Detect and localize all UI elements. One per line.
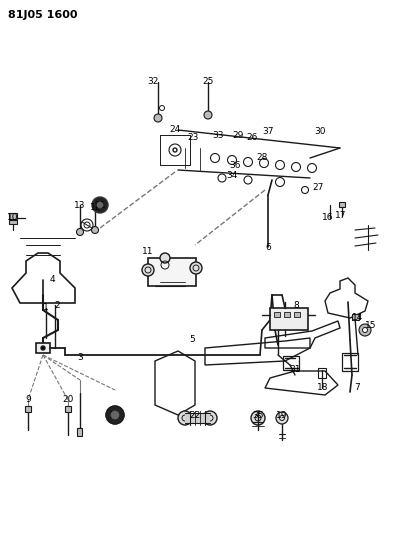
Text: 30: 30	[314, 127, 326, 136]
Text: 21: 21	[109, 410, 121, 419]
Circle shape	[173, 148, 177, 152]
Circle shape	[204, 111, 212, 119]
Bar	[9, 213, 17, 219]
Circle shape	[190, 262, 202, 274]
Bar	[352, 314, 359, 320]
Text: 28: 28	[256, 154, 268, 163]
Circle shape	[276, 412, 288, 424]
Text: 18: 18	[317, 384, 329, 392]
Circle shape	[203, 411, 217, 425]
Bar	[342, 353, 358, 371]
Text: 27: 27	[312, 183, 324, 192]
Text: 10: 10	[7, 214, 19, 222]
Circle shape	[251, 411, 265, 425]
Text: 34: 34	[226, 171, 238, 180]
Bar	[36, 343, 50, 353]
Text: 81J05 1600: 81J05 1600	[8, 10, 78, 20]
Circle shape	[178, 411, 192, 425]
Text: 14: 14	[352, 313, 364, 322]
Bar	[25, 406, 31, 412]
Bar	[185, 413, 210, 423]
Circle shape	[362, 327, 367, 333]
Text: 37: 37	[262, 127, 274, 136]
Text: 20: 20	[62, 395, 74, 405]
Bar	[339, 202, 345, 207]
Text: 13: 13	[74, 200, 86, 209]
Text: 3: 3	[77, 353, 83, 362]
Text: 11: 11	[142, 247, 154, 256]
Text: 25: 25	[202, 77, 214, 86]
Text: 1: 1	[43, 303, 49, 312]
Text: 7: 7	[354, 384, 360, 392]
Text: 21: 21	[94, 200, 106, 209]
Circle shape	[359, 324, 371, 336]
Circle shape	[76, 229, 84, 236]
Text: 17: 17	[335, 212, 347, 221]
Circle shape	[154, 114, 162, 122]
Text: 2: 2	[54, 301, 60, 310]
Text: 36: 36	[229, 160, 241, 169]
Text: 9: 9	[25, 395, 31, 405]
Bar	[148, 258, 196, 286]
Text: 8: 8	[293, 301, 299, 310]
Text: 19: 19	[276, 410, 288, 419]
Text: 24: 24	[169, 125, 181, 134]
Circle shape	[97, 202, 103, 208]
Bar	[284, 312, 290, 317]
Bar	[274, 312, 280, 317]
Text: 32: 32	[147, 77, 159, 86]
Text: 15: 15	[365, 320, 377, 329]
Text: 35: 35	[252, 410, 264, 419]
Text: 22: 22	[189, 410, 201, 419]
Bar	[270, 308, 308, 330]
Text: 33: 33	[212, 131, 224, 140]
Bar	[77, 428, 82, 436]
Circle shape	[92, 197, 108, 213]
Bar	[294, 312, 300, 317]
Bar	[283, 356, 299, 370]
Bar	[318, 368, 326, 378]
Text: 31: 31	[289, 366, 301, 375]
Text: 29: 29	[232, 131, 244, 140]
Text: 4: 4	[49, 276, 55, 285]
Text: 5: 5	[189, 335, 195, 344]
Text: 16: 16	[322, 214, 334, 222]
Circle shape	[41, 346, 45, 350]
Text: 26: 26	[246, 133, 258, 142]
Bar	[65, 406, 71, 412]
Circle shape	[91, 227, 99, 233]
Text: 12: 12	[90, 204, 102, 213]
Circle shape	[160, 253, 170, 263]
Circle shape	[111, 411, 119, 419]
Bar	[9, 220, 17, 224]
Text: 23: 23	[187, 133, 199, 142]
Circle shape	[142, 264, 154, 276]
Text: 6: 6	[265, 243, 271, 252]
Circle shape	[106, 406, 124, 424]
